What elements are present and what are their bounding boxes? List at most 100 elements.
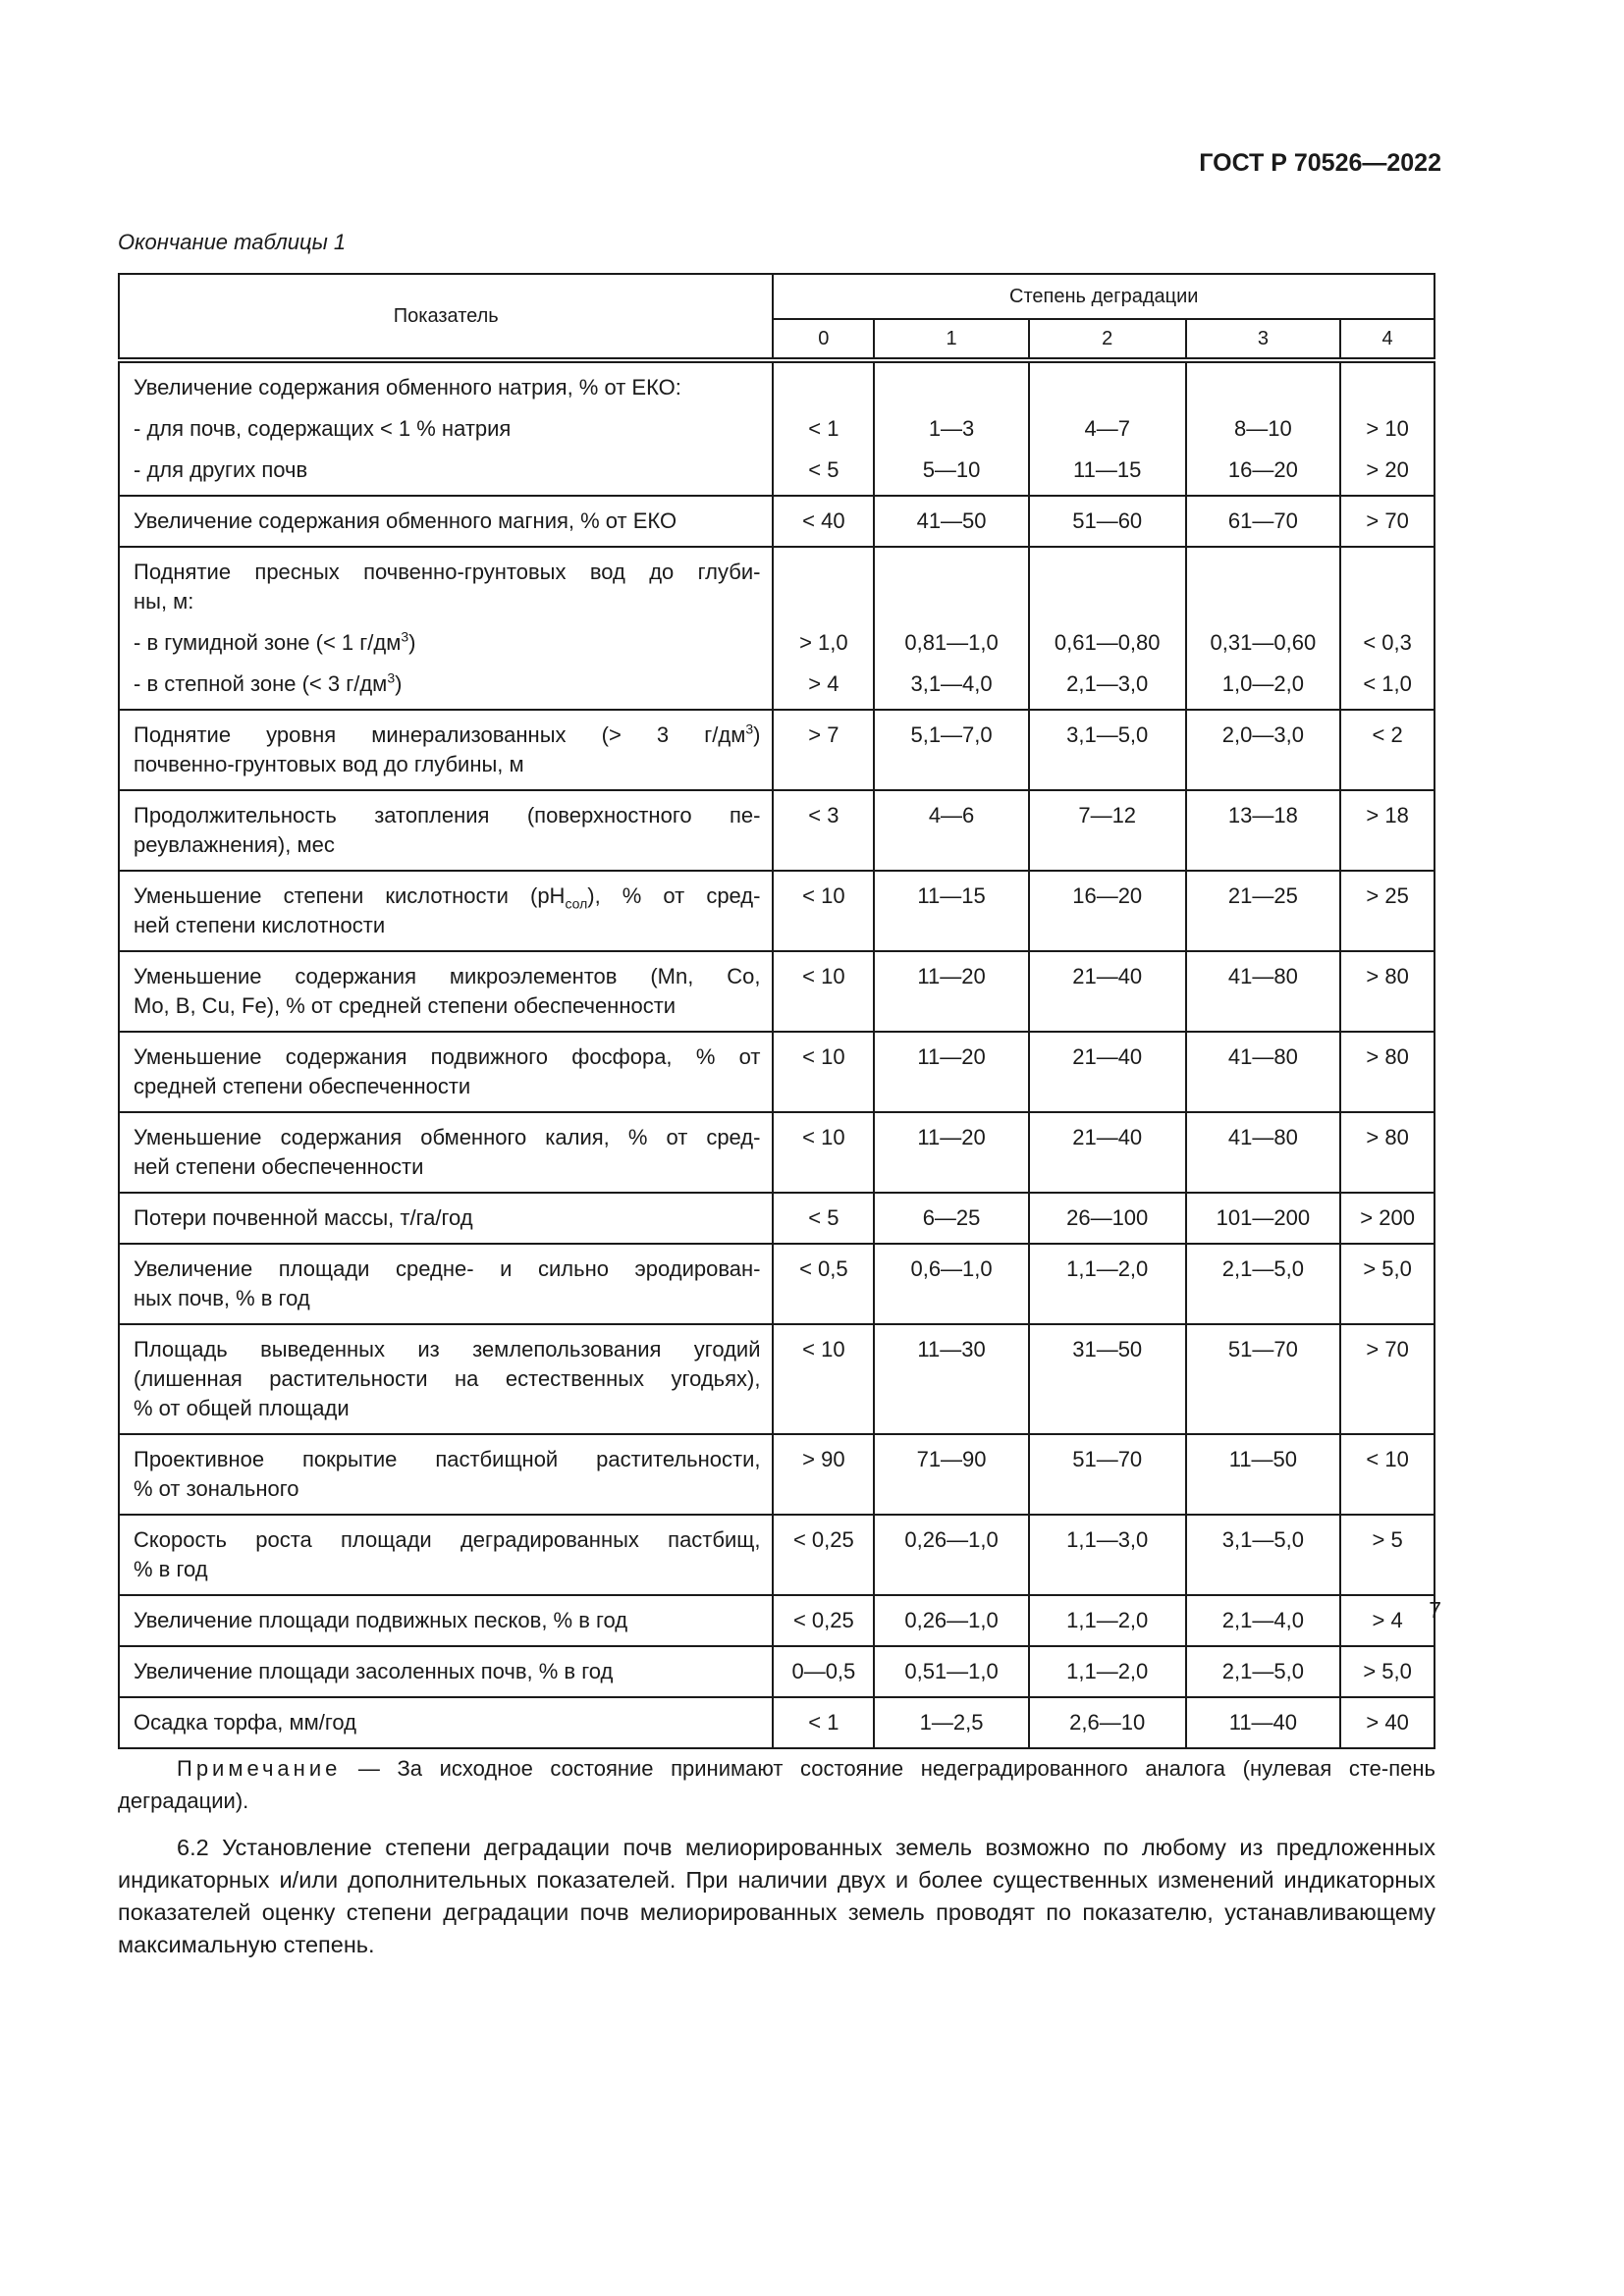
degree-1-cell: 4—6	[873, 789, 1030, 872]
value-line: > 70	[1366, 1337, 1409, 1362]
value-line: 2,1—5,0	[1221, 1659, 1304, 1683]
degree-4-cell: > 80	[1339, 1111, 1435, 1194]
degradation-table: Показатель Степень деградации 0 1 2 3 4 …	[117, 273, 1435, 1749]
header-degree: 2	[1027, 318, 1187, 363]
value-line: 2,1—4,0	[1221, 1608, 1304, 1632]
degree-1-cell: 0,26—1,0	[873, 1514, 1030, 1596]
degree-3-cell: 2,0—3,0	[1184, 709, 1342, 791]
value-line	[875, 373, 1028, 402]
value-line: 101—200	[1216, 1205, 1311, 1230]
value-line: 21—25	[1227, 883, 1298, 908]
value-line: 21—40	[1072, 964, 1143, 988]
degree-3-cell: 41—80	[1184, 1111, 1342, 1194]
value-line: < 10	[802, 1044, 845, 1069]
indicator-line: средней степени обеспеченности	[134, 1074, 471, 1098]
degree-4-cell: > 10 > 20	[1339, 359, 1435, 497]
indicator-cell: Увеличение содержания обменного натрия, …	[117, 359, 775, 497]
value-line: 13—18	[1227, 803, 1298, 828]
table-row: Увеличение площади засоленных почв, % в …	[117, 1645, 1435, 1698]
degree-1-cell: 0,81—1,0 3,1—4,0	[873, 546, 1030, 711]
degree-1-cell: 11—30	[873, 1323, 1030, 1435]
value-line: > 25	[1366, 883, 1409, 908]
value-line: < 40	[802, 508, 845, 533]
table-row: Продолжительность затопления (поверхност…	[117, 789, 1435, 872]
indicator-cell: Увеличение содержания обменного магния, …	[117, 495, 775, 548]
superscript: 3	[401, 628, 409, 645]
table-row: Проективное покрытие пастбищной растител…	[117, 1433, 1435, 1516]
value-line: < 1	[808, 1710, 839, 1735]
degree-0-cell: < 10	[772, 1323, 876, 1435]
indicator-cell: Уменьшение содержания подвижного фосфора…	[117, 1031, 775, 1113]
degree-0-cell: 0—0,5	[772, 1645, 876, 1698]
degree-4-cell: > 40	[1339, 1696, 1435, 1749]
table-row: Потери почвенной массы, т/га/год < 5 6—25 2…	[117, 1192, 1435, 1245]
value-line: 41—80	[1227, 1125, 1298, 1149]
value-line	[875, 587, 1028, 616]
indicator-line: реувлажнения), мес	[134, 832, 335, 857]
value-line: < 0,25	[792, 1527, 854, 1552]
value-line: < 0,3	[1363, 630, 1412, 655]
table-row: Увеличение содержания обменного натрия, …	[117, 359, 1435, 497]
value-line: > 80	[1366, 1125, 1409, 1149]
degree-2-cell: 16—20	[1027, 870, 1187, 952]
indicator-cell: Уменьшение содержания микроэлементов (Mn…	[117, 950, 775, 1033]
degree-0-cell: < 1	[772, 1696, 876, 1749]
degree-3-cell: 41—80	[1184, 1031, 1342, 1113]
degree-4-cell: > 5,0	[1339, 1243, 1435, 1325]
value-line: < 0,25	[792, 1608, 854, 1632]
value-line: 51—70	[1072, 1447, 1143, 1471]
table-row: Поднятие пресных почвенно-грунтовых вод …	[117, 546, 1435, 711]
indicator-cell: Уменьшение содержания обменного калия, %…	[117, 1111, 775, 1194]
value-line: > 10	[1366, 416, 1409, 441]
value-line: 2,6—10	[1069, 1710, 1146, 1735]
indicator-line: ны, м:	[134, 589, 194, 614]
value-line: 8—10	[1234, 416, 1292, 441]
degree-4-cell: > 70	[1339, 495, 1435, 548]
degree-1-cell: 11—20	[873, 950, 1030, 1033]
value-line: 4—6	[928, 803, 975, 828]
indicator-line: Уменьшение содержания обменного калия, %…	[134, 1125, 761, 1149]
table-row: Увеличение площади средне- и сильно эрод…	[117, 1243, 1435, 1325]
degree-2-cell: 26—100	[1027, 1192, 1187, 1245]
table-body: Увеличение содержания обменного натрия, …	[117, 359, 1435, 1749]
value-line: 31—50	[1072, 1337, 1143, 1362]
degree-3-cell: 3,1—5,0	[1184, 1514, 1342, 1596]
degree-3-cell: 51—70	[1184, 1323, 1342, 1435]
note-label: Примечание	[177, 1756, 342, 1781]
degree-1-cell: 11—20	[873, 1031, 1030, 1113]
value-line	[1030, 373, 1185, 402]
degree-2-cell: 21—40	[1027, 1031, 1187, 1113]
value-line: 16—20	[1227, 457, 1298, 482]
indicator-line: Поднятие пресных почвенно-грунтовых вод …	[134, 560, 761, 584]
degree-2-cell: 21—40	[1027, 1111, 1187, 1194]
degree-2-cell: 21—40	[1027, 950, 1187, 1033]
value-line: < 3	[808, 803, 839, 828]
value-line: 2,1—3,0	[1066, 671, 1149, 696]
degree-0-cell: < 10	[772, 950, 876, 1033]
value-line: 0,6—1,0	[910, 1256, 993, 1281]
value-line: 1,1—2,0	[1066, 1608, 1149, 1632]
value-line: > 80	[1366, 1044, 1409, 1069]
indicator-line: Уменьшение содержания микроэлементов (Mn…	[134, 964, 761, 988]
degree-2-cell: 7—12	[1027, 789, 1187, 872]
value-line: > 5,0	[1363, 1659, 1412, 1683]
indicator-cell: Продолжительность затопления (поверхност…	[117, 789, 775, 872]
degree-4-cell: < 10	[1339, 1433, 1435, 1516]
value-line	[1030, 587, 1185, 616]
value-line: 41—80	[1227, 964, 1298, 988]
degree-0-cell: > 7	[772, 709, 876, 791]
value-line	[774, 558, 873, 587]
indicator-line: % от общей площади	[134, 1396, 350, 1420]
degree-2-cell: 1,1—2,0	[1027, 1594, 1187, 1647]
value-line: 3,1—5,0	[1066, 722, 1149, 747]
indicator-line: Увеличение содержания обменного магния, …	[134, 508, 677, 533]
indicator-cell: Уменьшение степени кислотности (pHсол), …	[117, 870, 775, 952]
degree-0-cell: < 10	[772, 1111, 876, 1194]
degree-4-cell: > 18	[1339, 789, 1435, 872]
value-line: < 2	[1372, 722, 1403, 747]
table-row: Осадка торфа, мм/год < 1 1—2,5 2,6—10 11—40 >…	[117, 1696, 1435, 1749]
degree-1-cell: 1—3 5—10	[873, 359, 1030, 497]
degree-3-cell: 61—70	[1184, 495, 1342, 548]
subscript: сол	[565, 895, 588, 912]
indicator-cell: Осадка торфа, мм/год	[117, 1696, 775, 1749]
